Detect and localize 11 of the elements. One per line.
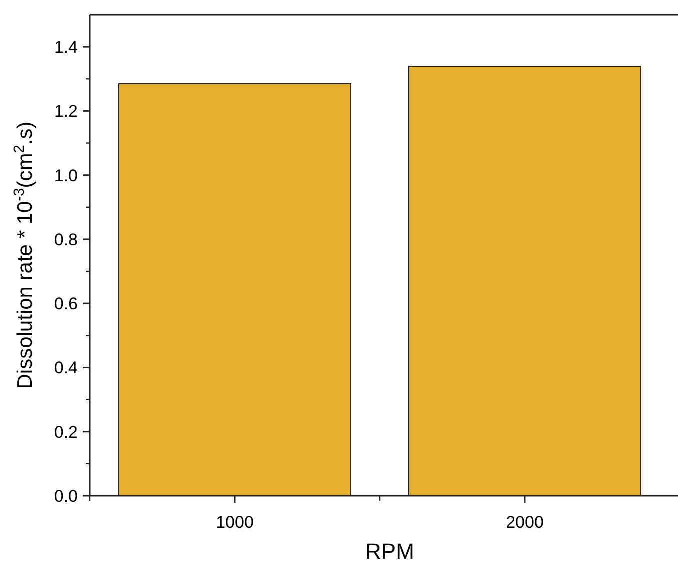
y-tick-label: 1.2 [54, 102, 78, 122]
x-tick-label: 1000 [216, 513, 254, 532]
y-tick-label: 1.4 [54, 38, 78, 58]
y-tick-label: 0.4 [54, 358, 78, 378]
x-tick-label: 2000 [506, 513, 544, 532]
y-tick-label: 1.0 [54, 166, 78, 186]
y-tick-label: 0.8 [54, 230, 78, 250]
y-tick-label: 0.6 [54, 294, 78, 314]
y-tick-label: 0.0 [54, 486, 78, 506]
x-axis-title: RPM [366, 539, 414, 564]
y-tick-label: 0.2 [54, 422, 78, 442]
